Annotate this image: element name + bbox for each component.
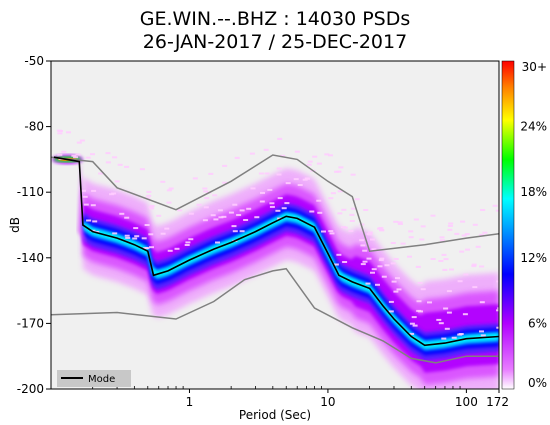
percentile-envelopes bbox=[51, 154, 499, 364]
x-tick-label: 100 bbox=[455, 395, 478, 409]
x-tick-label: 172 bbox=[486, 395, 509, 409]
psd-density-heatmap bbox=[51, 129, 499, 389]
upper-envelope-line bbox=[51, 154, 499, 253]
colorbar-tick-label: 6% bbox=[528, 316, 547, 330]
colorbar-tick-label: 30+ bbox=[522, 60, 547, 74]
y-tick-label: -80 bbox=[24, 120, 44, 134]
x-tick-label: 10 bbox=[320, 395, 335, 409]
colorbar-tick-label: 18% bbox=[520, 185, 547, 199]
chart-title: GE.WIN.--.BHZ : 14030 PSDs bbox=[140, 8, 411, 30]
lower-envelope-line bbox=[51, 267, 499, 364]
y-tick-label: -110 bbox=[17, 185, 44, 199]
x-tick-label: 1 bbox=[186, 395, 194, 409]
colorbar: 0% 6% 12% 18% 24% 30+ bbox=[501, 60, 547, 390]
legend: Mode bbox=[57, 370, 131, 387]
mode-line bbox=[53, 156, 499, 347]
y-tick-label: -200 bbox=[17, 382, 44, 396]
y-axis-label: dB bbox=[8, 217, 22, 233]
plot-frame bbox=[50, 60, 500, 390]
y-tick-label: -170 bbox=[17, 316, 44, 330]
y-axis: -50 -80 -110 -140 -170 -200 bbox=[17, 54, 51, 396]
colorbar-tick-label: 24% bbox=[520, 120, 547, 134]
chart-subtitle: 26-JAN-2017 / 25-DEC-2017 bbox=[143, 31, 407, 53]
colorbar-gradient bbox=[501, 60, 515, 390]
y-tick-label: -140 bbox=[17, 251, 44, 265]
legend-mode-label: Mode bbox=[88, 374, 115, 385]
x-axis-label: Period (Sec) bbox=[239, 408, 311, 422]
colorbar-tick-label: 12% bbox=[520, 251, 547, 265]
legend-box bbox=[57, 370, 131, 387]
y-tick-label: -50 bbox=[24, 54, 44, 68]
colorbar-tick-label: 0% bbox=[528, 376, 547, 390]
